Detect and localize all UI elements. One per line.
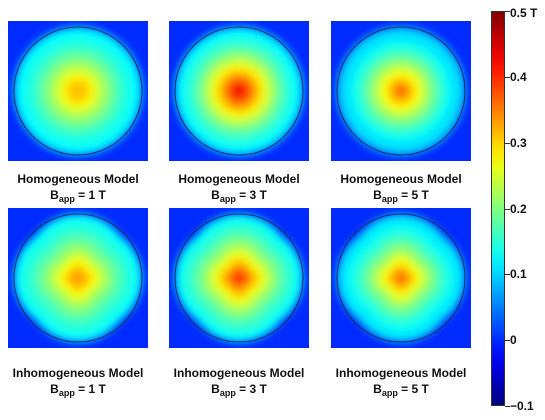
field-distribution — [337, 214, 465, 342]
heatmap-panel-homogeneous-1t — [8, 21, 148, 161]
heatmap-panel-inhomogeneous-5t — [331, 208, 471, 348]
field-contour-level — [68, 268, 88, 288]
sample-outline — [336, 26, 466, 156]
field-contour-level — [395, 272, 407, 284]
field-contour-level — [232, 271, 246, 285]
colorbar-tick-label: 0.4 — [510, 70, 527, 84]
heatmap-svg — [331, 208, 471, 348]
colorbar-tick — [505, 406, 510, 407]
colorbar-tick-label: 0.1 — [510, 267, 527, 281]
sample-outline — [13, 213, 143, 343]
sample-outline — [174, 213, 304, 343]
colorbar-tick-label: 0.3 — [510, 136, 527, 150]
caption-field: Bapp = 1 T — [50, 382, 106, 398]
heatmap-svg — [331, 21, 471, 161]
sample-outline — [13, 26, 143, 156]
colorbar-tick — [505, 274, 510, 275]
caption-model: Inhomogeneous Model — [173, 366, 305, 380]
caption-model: Homogeneous Model — [340, 172, 462, 186]
field-contour-level — [397, 87, 405, 95]
heatmap-svg — [8, 21, 148, 161]
caption-field: Bapp = 3 T — [211, 188, 267, 204]
caption-field: Bapp = 3 T — [211, 382, 267, 398]
colorbar-tick — [505, 77, 510, 78]
heatmap-panel-inhomogeneous-1t — [8, 208, 148, 348]
field-distribution — [175, 214, 303, 342]
field-contour-level — [234, 86, 244, 96]
field-distribution — [14, 27, 142, 155]
field-distribution — [337, 27, 465, 155]
heatmap-svg — [169, 208, 309, 348]
caption-model: Inhomogeneous Model — [335, 366, 467, 380]
colorbar-tick — [505, 209, 510, 210]
caption-model: Homogeneous Model — [17, 172, 139, 186]
colorbar-tick-label: 0.5 T — [510, 6, 538, 20]
field-contour-level — [67, 80, 89, 102]
sample-outline — [336, 213, 466, 343]
heatmap-panel-homogeneous-3t — [169, 21, 309, 161]
panel-caption: Inhomogeneous Model Bapp = 1 T — [0, 365, 163, 401]
heatmap-svg — [8, 208, 148, 348]
colorbar-tick — [505, 340, 510, 341]
colorbar-tick — [505, 143, 510, 144]
caption-model: Inhomogeneous Model — [12, 366, 144, 380]
field-distribution — [175, 27, 303, 155]
heatmap-svg — [169, 21, 309, 161]
field-distribution — [14, 214, 142, 342]
colorbar-tick-label: 0 — [510, 333, 517, 347]
caption-field: Bapp = 5 T — [373, 382, 429, 398]
heatmap-panel-inhomogeneous-3t — [169, 208, 309, 348]
colorbar-tick-label: −0.1 — [510, 399, 534, 413]
sample-outline — [174, 26, 304, 156]
heatmap-panel-homogeneous-5t — [331, 21, 471, 161]
colorbar-tick — [505, 11, 510, 12]
panel-caption: Inhomogeneous Model Bapp = 5 T — [316, 365, 486, 401]
colorbar — [491, 11, 505, 406]
panel-caption: Homogeneous Model Bapp = 5 T — [316, 171, 486, 207]
panel-caption: Inhomogeneous Model Bapp = 3 T — [154, 365, 324, 401]
caption-model: Homogeneous Model — [178, 172, 300, 186]
colorbar-tick-label: 0.2 — [510, 202, 527, 216]
panel-caption: Homogeneous Model Bapp = 1 T — [0, 171, 163, 207]
caption-field: Bapp = 5 T — [373, 188, 429, 204]
caption-field: Bapp = 1 T — [50, 188, 106, 204]
panel-caption: Homogeneous Model Bapp = 3 T — [154, 171, 324, 207]
